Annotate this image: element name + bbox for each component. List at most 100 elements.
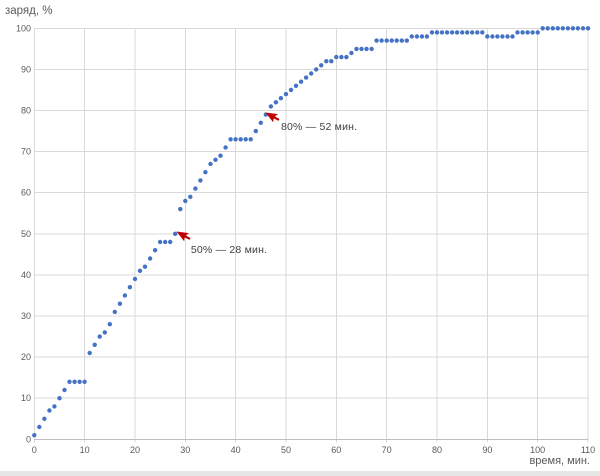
data-point <box>505 34 510 39</box>
x-tick-label: 20 <box>130 445 140 455</box>
data-point <box>137 268 143 273</box>
data-point <box>379 38 384 43</box>
y-tick-label: 100 <box>16 23 31 33</box>
x-tick-label: 80 <box>432 445 442 455</box>
data-point <box>112 309 118 315</box>
x-tick-label: 0 <box>32 445 37 455</box>
data-point <box>495 34 500 39</box>
data-point <box>409 34 414 39</box>
data-point <box>454 30 460 35</box>
data-point <box>369 46 374 52</box>
data-point <box>228 137 233 142</box>
y-tick-label: 0 <box>26 434 31 444</box>
data-point <box>208 161 213 167</box>
data-point <box>188 194 193 199</box>
data-point <box>283 91 289 97</box>
data-point <box>515 30 520 35</box>
data-point <box>359 46 364 52</box>
data-point <box>530 30 535 35</box>
data-point <box>434 30 440 35</box>
data-point <box>193 186 198 191</box>
x-tick-label: 50 <box>281 445 291 455</box>
data-point <box>329 59 334 64</box>
x-tick-label: 40 <box>231 445 241 455</box>
data-point <box>127 285 133 290</box>
data-point <box>107 322 113 327</box>
data-point <box>429 30 435 35</box>
data-point <box>314 67 319 72</box>
data-point <box>157 239 163 245</box>
data-point <box>419 34 425 39</box>
data-point <box>414 34 420 39</box>
y-tick-label: 30 <box>21 311 31 321</box>
data-point <box>102 330 108 335</box>
data-point <box>268 104 274 109</box>
data-point <box>57 396 62 401</box>
data-point <box>535 30 540 35</box>
data-point <box>580 26 586 31</box>
data-point <box>404 38 409 43</box>
data-point <box>248 137 253 142</box>
data-point <box>510 34 515 39</box>
x-axis-title: время, мин. <box>529 455 590 467</box>
data-point <box>424 34 430 39</box>
data-point <box>173 231 178 236</box>
data-point <box>570 26 576 31</box>
data-point <box>324 59 329 64</box>
data-point <box>520 30 525 35</box>
data-point <box>444 30 450 35</box>
data-point <box>364 46 369 52</box>
data-point <box>490 34 495 39</box>
data-point <box>32 433 37 438</box>
data-point <box>263 112 268 117</box>
data-point <box>178 206 183 212</box>
data-point <box>500 34 505 39</box>
red-cursor-arrow-icon <box>176 231 191 242</box>
data-point <box>258 120 263 126</box>
data-point <box>585 26 591 31</box>
y-tick-label: 20 <box>21 352 31 362</box>
bottom-strip <box>0 471 600 476</box>
data-point <box>203 170 208 175</box>
data-point <box>449 30 455 35</box>
data-point <box>72 379 77 384</box>
data-point <box>303 75 309 80</box>
data-point <box>545 26 550 31</box>
data-point <box>62 387 67 393</box>
x-tick-label: 100 <box>530 445 545 455</box>
data-point <box>555 26 560 31</box>
data-point <box>243 137 248 142</box>
data-point <box>384 38 389 43</box>
data-point <box>218 153 223 158</box>
data-point <box>339 54 344 60</box>
y-axis-title: заряд, % <box>5 5 53 17</box>
data-point <box>253 128 258 134</box>
data-point <box>298 79 304 84</box>
data-point <box>540 26 545 31</box>
data-point <box>399 38 404 43</box>
data-point <box>389 38 394 43</box>
y-tick-label: 90 <box>21 64 31 74</box>
data-point <box>334 54 339 60</box>
x-tick-label: 90 <box>482 445 492 455</box>
data-point <box>575 26 581 31</box>
data-point <box>550 26 555 31</box>
data-point <box>470 30 475 35</box>
annotation-80-percent: 80% — 52 мин. <box>280 121 358 134</box>
y-tick-label: 60 <box>21 188 31 198</box>
data-point <box>238 137 243 142</box>
x-tick-label: 70 <box>382 445 392 455</box>
y-tick-label: 50 <box>21 229 31 239</box>
y-tick-label: 70 <box>21 147 31 157</box>
data-point <box>525 30 530 35</box>
annotation-50-percent: 50% — 28 мин. <box>190 244 268 257</box>
data-point <box>273 100 279 105</box>
data-point <box>465 30 470 35</box>
data-point <box>374 38 379 43</box>
data-point <box>87 350 92 356</box>
data-point <box>233 137 238 142</box>
data-point <box>37 424 42 430</box>
data-point <box>183 198 188 204</box>
data-point <box>152 248 158 253</box>
